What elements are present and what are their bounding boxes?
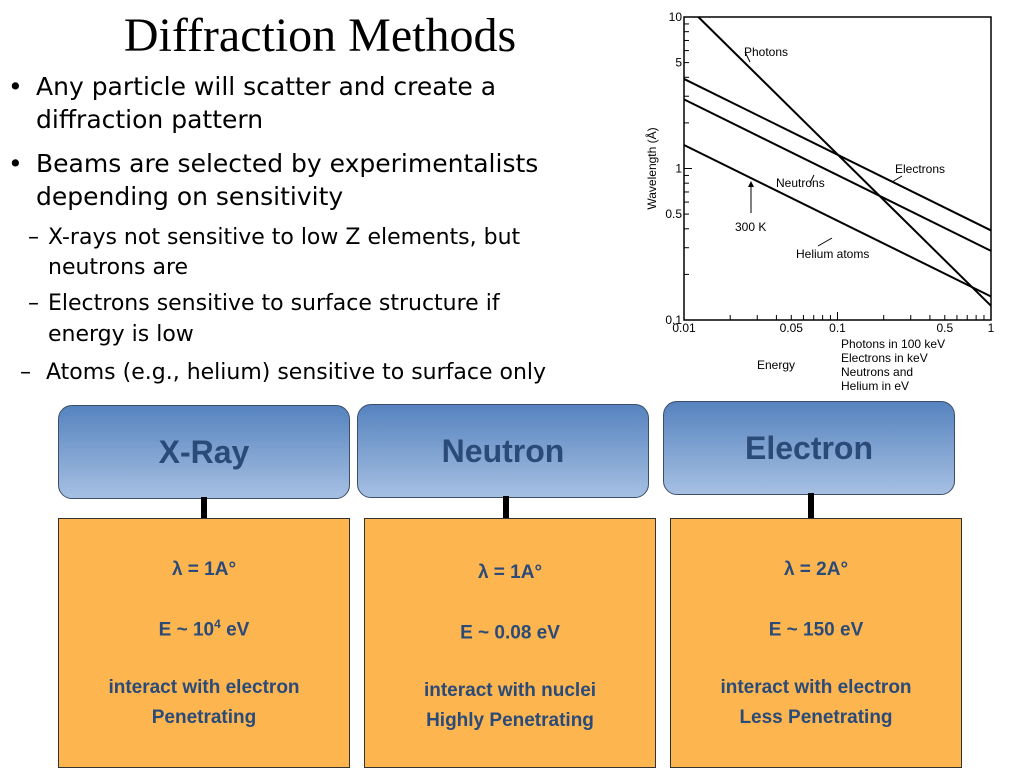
bullet-text: neutrons are	[48, 255, 189, 280]
connector	[808, 493, 814, 518]
bullet-marker: –	[28, 291, 39, 316]
arrow-head-icon	[748, 181, 754, 187]
y-tick-label: 10	[669, 10, 683, 24]
energy-value: E ~ 0.08 eV	[460, 622, 560, 644]
slide-title: Diffraction Methods	[123, 9, 517, 62]
x-unit-note: Neutrons and	[841, 365, 913, 379]
series-line-helium-atoms	[683, 144, 992, 298]
series-label: Helium atoms	[796, 247, 869, 261]
bullet-text: diffraction pattern	[36, 105, 264, 134]
series-label: Photons	[744, 45, 788, 59]
label-leader	[817, 237, 833, 247]
label-leader	[809, 174, 815, 184]
series-label: Electrons	[895, 162, 945, 176]
energy: E ~ 150 eV	[671, 617, 961, 641]
bullet-text: X-rays not sensitive to low Z elements, …	[48, 225, 521, 250]
series-label: Neutrons	[776, 176, 825, 190]
wavelength-energy-chart: 0.01 0.05 0.1 0.5 1 0.1 0.5 1 5 10 Wavelength (Å) E…	[644, 10, 995, 393]
series-line-photons	[697, 16, 992, 307]
x-unit-note: Electrons in keV	[841, 351, 928, 365]
y-axis-label: Wavelength (Å)	[644, 127, 659, 209]
beam-details: λ = 2A° E ~ 150 eV interact with electro…	[670, 518, 962, 768]
y-tick-label: 0.5	[665, 207, 682, 221]
x-tick-label: 0.5	[936, 321, 953, 335]
beam-header-electron: Electron	[663, 401, 955, 495]
y-tick-label: 5	[675, 56, 682, 70]
x-unit-note: Helium in eV	[841, 379, 909, 393]
bullet-text: Any particle will scatter and create a	[36, 72, 497, 101]
interaction: interact with nuclei	[423, 680, 597, 701]
bullet-text: energy is low	[48, 322, 194, 347]
energy-unit: eV	[220, 619, 250, 641]
label-leader	[891, 175, 903, 183]
interaction: interact with electron	[108, 677, 300, 698]
wavelength: λ = 1A°	[171, 559, 237, 580]
series-line-neutrons	[683, 98, 992, 252]
penetration: Less Penetrating	[739, 707, 893, 728]
penetration: Penetrating	[151, 707, 257, 728]
x-tick-label: 0.1	[829, 321, 846, 335]
x-unit-note: Photons in 100 keV	[841, 337, 945, 351]
bullet-text: depending on sensitivity	[36, 182, 344, 211]
x-tick-label: 1	[988, 321, 995, 335]
bullet-marker: •	[8, 72, 23, 101]
x-tick-label: 0.01	[672, 321, 696, 335]
beam-header-x-ray: X-Ray	[58, 405, 350, 499]
bullet-marker: –	[28, 225, 39, 250]
y-tick-label: 0.1	[665, 313, 682, 327]
connector	[201, 497, 207, 518]
x-axis-label: Energy	[757, 358, 795, 372]
series-line-electrons	[683, 78, 992, 232]
annotation-300k: 300 K	[735, 220, 766, 234]
connector	[503, 496, 509, 518]
energy: E ~ 104 eV	[59, 617, 349, 641]
bullet-text: Electrons sensitive to surface structure…	[48, 291, 500, 316]
energy-value: E ~ 150 eV	[768, 619, 864, 641]
beam-details: λ = 1A° E ~ 104 eV interact with electro…	[58, 518, 350, 768]
bullet-marker: –	[20, 360, 31, 385]
x-tick-label: 0.05	[780, 321, 804, 335]
beam-header-neutron: Neutron	[357, 404, 649, 498]
beam-details: λ = 1A° E ~ 0.08 eV interact with nuclei…	[364, 518, 656, 768]
energy: E ~ 0.08 eV	[365, 620, 655, 644]
bullet-marker: •	[8, 149, 23, 178]
bullet-text: Beams are selected by experimentalists	[36, 149, 539, 178]
interaction: interact with electron	[720, 677, 912, 698]
energy-exponent: 4	[214, 617, 221, 631]
energy-value: E ~ 10	[158, 619, 215, 641]
wavelength: λ = 1A°	[477, 562, 543, 583]
label-leader	[744, 51, 751, 63]
y-tick-label: 1	[675, 162, 682, 176]
bullet-text: Atoms (e.g., helium) sensitive to surfac…	[46, 360, 547, 385]
penetration: Highly Penetrating	[426, 710, 594, 731]
wavelength: λ = 2A°	[783, 559, 849, 580]
